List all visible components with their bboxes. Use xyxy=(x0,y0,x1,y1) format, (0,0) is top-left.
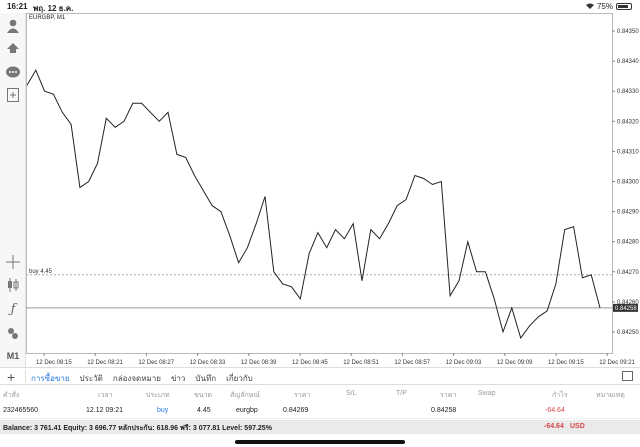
add-icon[interactable]: + xyxy=(7,369,16,385)
battery-percent: 75% xyxy=(596,2,613,11)
divider xyxy=(25,370,26,383)
terminal-tabs: + การซื้อขาย ประวัติ กล่องจดหมาย ข่าว บั… xyxy=(0,367,640,385)
col-price: ราคา xyxy=(440,392,457,399)
y-tick-label: 0.84340 xyxy=(617,59,639,65)
x-tick-label: 12 Dec 09:09 xyxy=(497,360,533,366)
y-tick-label: 0.84290 xyxy=(617,210,639,216)
status-right: 75% xyxy=(585,2,632,11)
new-document-icon[interactable] xyxy=(4,86,22,104)
wifi-icon xyxy=(585,2,594,11)
order-price: 0.84258 xyxy=(431,407,457,414)
tab-trade[interactable]: การซื้อขาย xyxy=(31,374,70,383)
y-tick-label: 0.84270 xyxy=(617,270,639,276)
x-tick-label: 12 Dec 08:33 xyxy=(190,360,226,366)
y-tick-label: 0.84350 xyxy=(617,29,639,35)
position-line-label: buy 4.45 xyxy=(29,269,53,275)
order-time: 12.12 09:21 xyxy=(86,407,123,414)
y-tick-label: 0.84280 xyxy=(617,240,639,246)
col-order: คำสั่ง xyxy=(3,392,20,399)
balance-summary: Balance: 3 761.41 Equity: 3 696.77 หลักป… xyxy=(3,425,272,432)
tab-news[interactable]: ข่าว xyxy=(170,374,186,383)
chart-area[interactable]: 0.84250 0.84260 0.84270 0.84280 0.84290 0.843… xyxy=(26,13,640,367)
function-icon[interactable]: ƒ xyxy=(10,301,16,317)
current-price-tag xyxy=(613,303,638,312)
y-tick-label: 0.84320 xyxy=(617,119,639,125)
chart-symbol-title: EURGBP, M1 xyxy=(29,15,66,21)
x-tick-label: 12 Dec 08:51 xyxy=(343,360,379,366)
balance-bar: Balance: 3 761.41 Equity: 3 696.77 หลักป… xyxy=(0,420,640,434)
col-symbol: สัญลักษณ์ xyxy=(230,392,260,399)
order-size: 4.45 xyxy=(197,407,211,414)
x-tick-label: 12 Dec 09:15 xyxy=(548,360,584,366)
x-tick-label: 12 Dec 08:39 xyxy=(241,360,277,366)
order-profit: -64.64 xyxy=(545,407,565,414)
price-series-line xyxy=(26,69,601,340)
order-type: buy xyxy=(157,407,169,414)
col-time: เวลา xyxy=(98,392,113,399)
table-header: คำสั่ง เวลา ประเภท ขนาด สัญลักษณ์ ราคา S… xyxy=(0,386,640,402)
col-type: ประเภท xyxy=(146,392,170,399)
x-tick-label: 12 Dec 09:21 xyxy=(599,360,635,366)
layout-toggle-icon[interactable] xyxy=(622,371,633,381)
left-toolbar: ƒ M1 xyxy=(0,13,26,367)
x-tick-label: 12 Dec 08:15 xyxy=(36,360,72,366)
timeframe-button[interactable]: M1 xyxy=(6,351,20,361)
col-profit: กำไร xyxy=(552,392,568,399)
y-tick-label: 0.84300 xyxy=(617,179,639,185)
x-tick-label: 12 Dec 08:57 xyxy=(394,360,430,366)
table-row[interactable]: 232465560 12.12 09:21 buy 4.45 eurgbp 0.… xyxy=(0,403,640,419)
x-axis: 12 Dec 08:15 12 Dec 08:21 12 Dec 08:27 12 D… xyxy=(36,353,636,366)
tab-history[interactable]: ประวัติ xyxy=(79,374,103,383)
order-id: 232465560 xyxy=(3,407,39,414)
col-size: ขนาด xyxy=(194,392,213,399)
tab-mailbox[interactable]: กล่องจดหมาย xyxy=(112,374,161,383)
y-tick-label: 0.84250 xyxy=(617,330,639,336)
indicators-icon[interactable] xyxy=(4,276,22,294)
x-tick-label: 12 Dec 08:21 xyxy=(87,360,123,366)
account-currency: USD xyxy=(570,423,585,430)
tab-about[interactable]: เกี่ยวกับ xyxy=(226,374,253,383)
battery-icon xyxy=(616,3,632,10)
crosshair-icon[interactable] xyxy=(4,253,22,271)
status-date: พฤ. 12 ธ.ค. xyxy=(33,4,74,13)
x-tick-label: 12 Dec 08:27 xyxy=(138,360,174,366)
x-tick-label: 12 Dec 09:03 xyxy=(446,360,482,366)
y-tick-label: 0.84310 xyxy=(617,149,639,155)
tab-journal[interactable]: บันทึก xyxy=(195,374,217,383)
col-swap: Swap xyxy=(478,390,496,397)
order-symbol: eurgbp xyxy=(236,407,258,414)
y-tick-label: 0.84260 xyxy=(617,300,639,306)
x-tick-label: 12 Dec 08:45 xyxy=(292,360,328,366)
status-time: 16:21 xyxy=(7,2,28,11)
price-chart[interactable]: 0.84250 0.84260 0.84270 0.84280 0.84290 0.843… xyxy=(26,13,640,367)
col-sl: S/L xyxy=(346,390,357,397)
tab-list: การซื้อขาย ประวัติ กล่องจดหมาย ข่าว บันท… xyxy=(31,372,253,385)
plot-frame xyxy=(26,13,613,354)
chat-icon[interactable] xyxy=(4,63,22,81)
current-price-label: 0.84258 xyxy=(615,306,637,312)
objects-icon[interactable] xyxy=(4,324,22,342)
status-bar: 16:21 พฤ. 12 ธ.ค. 75% xyxy=(0,0,640,13)
total-profit: -64.64 xyxy=(544,423,564,430)
y-tick-label: 0.84330 xyxy=(617,89,639,95)
order-open-price: 0.84269 xyxy=(283,407,309,414)
col-comment: หมายเหตุ xyxy=(596,392,625,399)
home-indicator xyxy=(235,440,405,444)
col-open-price: ราคา xyxy=(294,392,311,399)
y-axis: 0.84250 0.84260 0.84270 0.84280 0.84290 0.843… xyxy=(612,29,639,336)
account-icon[interactable] xyxy=(4,17,22,35)
col-tp: T/P xyxy=(396,390,407,397)
trade-arrows-icon[interactable] xyxy=(4,40,22,58)
